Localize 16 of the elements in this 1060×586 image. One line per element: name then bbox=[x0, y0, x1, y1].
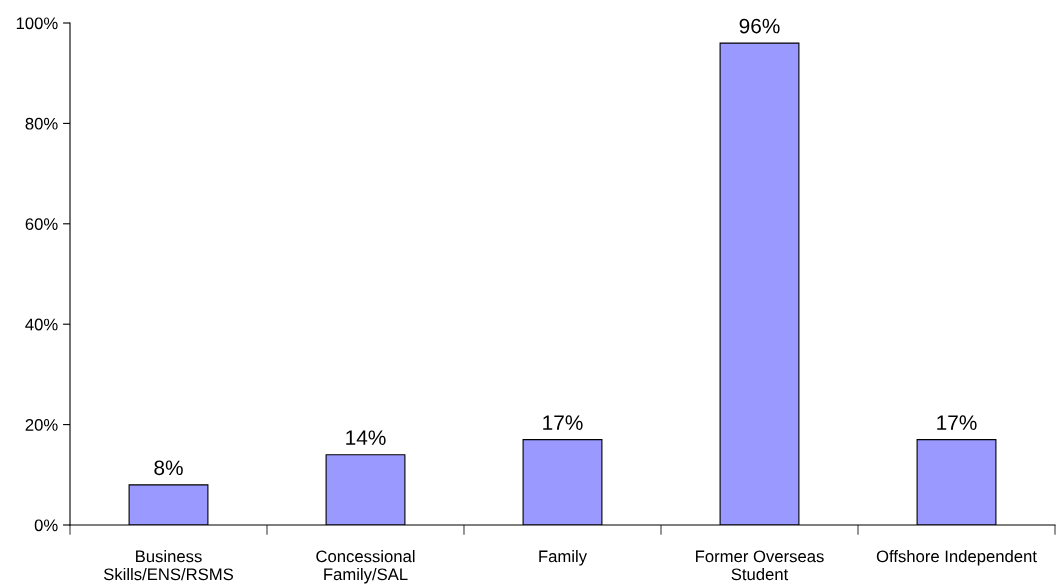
data-label: 14% bbox=[346, 430, 386, 445]
data-label: 8% bbox=[154, 460, 183, 476]
y-tick-label: 80% bbox=[25, 117, 58, 130]
x-tick-label: Offshore Independent bbox=[876, 550, 1037, 566]
data-label: 17% bbox=[543, 415, 583, 430]
x-tick-label: Former Overseas Student bbox=[696, 550, 824, 581]
y-tick-label: 0% bbox=[34, 519, 58, 532]
y-tick-label: 100% bbox=[16, 17, 58, 30]
y-tick-label: 40% bbox=[25, 318, 58, 331]
y-tick-label: 20% bbox=[25, 419, 58, 431]
y-tick-label: 60% bbox=[25, 218, 58, 230]
x-tick-label: Family bbox=[539, 550, 588, 566]
x-tick-label: Concessional Family/SAL bbox=[316, 550, 415, 584]
x-tick-label: Business Skills/ENS/RSMS bbox=[103, 550, 234, 581]
data-label: 96% bbox=[739, 18, 780, 34]
data-label: 17% bbox=[937, 415, 977, 430]
